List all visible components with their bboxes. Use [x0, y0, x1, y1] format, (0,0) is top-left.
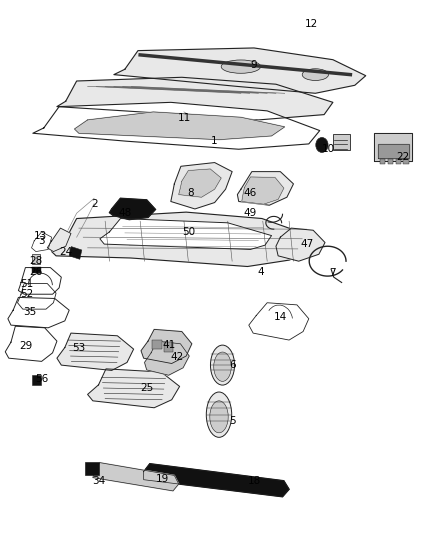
Polygon shape: [171, 163, 232, 209]
Circle shape: [316, 138, 328, 152]
Text: 41: 41: [162, 340, 175, 350]
Polygon shape: [242, 177, 284, 204]
Polygon shape: [374, 133, 412, 161]
Text: 24: 24: [59, 247, 72, 257]
Polygon shape: [57, 333, 134, 370]
Polygon shape: [8, 297, 69, 328]
Bar: [69, 247, 82, 259]
Text: 7: 7: [329, 268, 336, 278]
Polygon shape: [249, 303, 309, 340]
Text: 22: 22: [396, 152, 410, 162]
Text: 56: 56: [35, 375, 48, 384]
Polygon shape: [276, 228, 325, 261]
Text: 3: 3: [38, 236, 45, 246]
Text: 50: 50: [182, 227, 195, 237]
Polygon shape: [114, 48, 366, 93]
Polygon shape: [52, 212, 319, 266]
Text: 35: 35: [23, 307, 36, 317]
Bar: [396, 159, 401, 164]
Text: 14: 14: [274, 312, 287, 322]
Text: 34: 34: [92, 476, 105, 486]
Polygon shape: [179, 169, 221, 197]
Polygon shape: [57, 77, 333, 120]
Bar: [85, 462, 99, 475]
Polygon shape: [141, 329, 192, 364]
Text: 10: 10: [322, 144, 335, 154]
Text: 49: 49: [243, 208, 256, 218]
Text: 26: 26: [30, 267, 43, 277]
Polygon shape: [110, 198, 155, 220]
Text: 13: 13: [34, 231, 47, 241]
Ellipse shape: [221, 60, 261, 74]
Polygon shape: [237, 172, 293, 205]
Text: 6: 6: [229, 360, 236, 370]
Bar: [32, 266, 41, 273]
Text: 28: 28: [30, 256, 43, 266]
Ellipse shape: [210, 345, 234, 385]
Polygon shape: [145, 341, 189, 375]
Text: 47: 47: [300, 239, 313, 249]
Ellipse shape: [302, 69, 328, 80]
Text: 46: 46: [243, 188, 256, 198]
Text: 19: 19: [155, 474, 169, 483]
Text: 9: 9: [251, 60, 258, 70]
Bar: [32, 375, 41, 385]
Polygon shape: [18, 284, 56, 309]
Polygon shape: [100, 219, 272, 249]
Text: 53: 53: [72, 343, 85, 352]
Polygon shape: [32, 232, 52, 252]
Polygon shape: [18, 268, 61, 294]
Ellipse shape: [210, 401, 228, 433]
Text: 4: 4: [257, 267, 264, 277]
Text: 48: 48: [118, 208, 131, 218]
Bar: [333, 134, 350, 150]
Bar: [32, 254, 40, 264]
Polygon shape: [378, 144, 409, 158]
Polygon shape: [74, 112, 285, 140]
Ellipse shape: [214, 352, 231, 382]
Text: 29: 29: [19, 342, 32, 351]
Text: 52: 52: [21, 289, 34, 299]
Bar: [152, 340, 162, 349]
Bar: [380, 159, 385, 164]
Ellipse shape: [206, 392, 232, 437]
Text: 1: 1: [211, 136, 218, 146]
Text: 11: 11: [177, 114, 191, 123]
Bar: [388, 159, 393, 164]
Text: 25: 25: [140, 383, 153, 393]
Bar: [164, 342, 173, 352]
Text: 2: 2: [91, 199, 98, 208]
Polygon shape: [33, 102, 320, 149]
Polygon shape: [5, 326, 57, 361]
Polygon shape: [93, 463, 179, 491]
Polygon shape: [47, 228, 71, 252]
Text: 18: 18: [247, 476, 261, 486]
Bar: [403, 159, 409, 164]
Text: 42: 42: [171, 352, 184, 362]
Text: 12: 12: [305, 19, 318, 29]
Text: 51: 51: [21, 279, 34, 289]
Polygon shape: [88, 369, 180, 408]
Text: 5: 5: [229, 416, 236, 426]
Polygon shape: [144, 464, 289, 497]
Text: 8: 8: [187, 188, 194, 198]
